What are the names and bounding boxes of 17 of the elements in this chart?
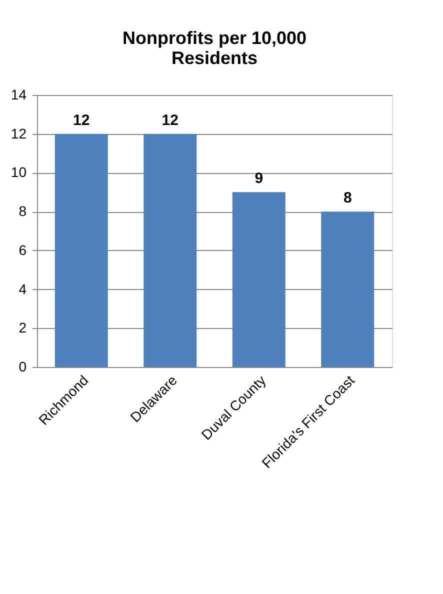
data-label: 12: [162, 112, 178, 129]
y-tick-label: 10: [10, 164, 27, 180]
chart-title: Nonprofits per 10,000 Residents: [122, 28, 307, 68]
bar: [54, 134, 108, 367]
data-label: 12: [73, 112, 90, 129]
bar: [321, 212, 374, 367]
data-label: 8: [343, 190, 352, 207]
bar: [232, 192, 286, 367]
y-tick-label: 4: [18, 280, 27, 297]
y-tick-label: 2: [18, 320, 27, 336]
bar: [144, 134, 197, 367]
y-tick-label: 14: [10, 86, 27, 102]
y-tick-label: 6: [18, 242, 27, 258]
y-tick-label: 8: [18, 203, 27, 220]
data-label: 9: [254, 170, 264, 188]
y-tick-label: 12: [10, 125, 27, 142]
y-tick-label: 0: [18, 358, 27, 374]
